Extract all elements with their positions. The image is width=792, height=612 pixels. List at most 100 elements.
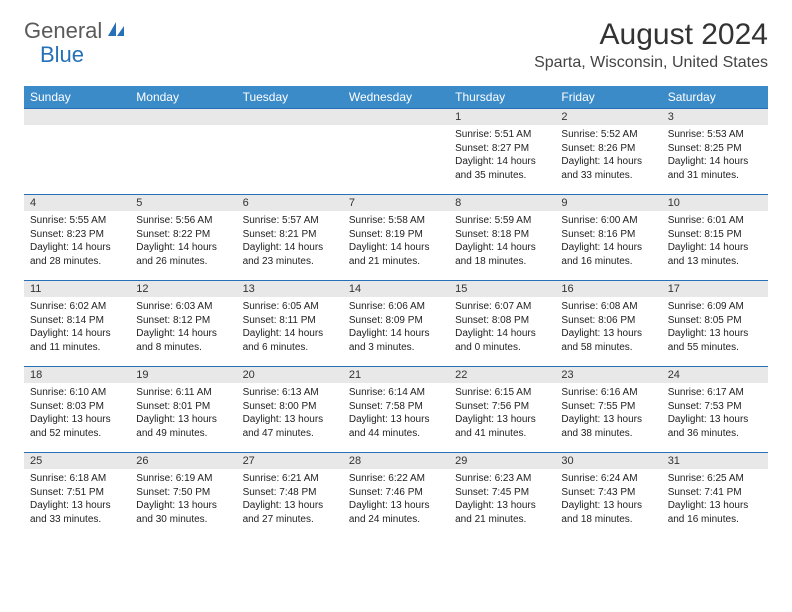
- calendar-table: Sunday Monday Tuesday Wednesday Thursday…: [24, 86, 768, 538]
- sunrise-line: Sunrise: 6:11 AM: [136, 386, 230, 400]
- day-number: 2: [555, 108, 661, 125]
- day-number: 26: [130, 452, 236, 469]
- day-cell: 31Sunrise: 6:25 AMSunset: 7:41 PMDayligh…: [662, 452, 768, 538]
- daylight-line: Daylight: 14 hours and 18 minutes.: [455, 241, 549, 268]
- day-content: Sunrise: 6:11 AMSunset: 8:01 PMDaylight:…: [130, 383, 236, 444]
- day-content: Sunrise: 6:21 AMSunset: 7:48 PMDaylight:…: [237, 469, 343, 530]
- sunset-line: Sunset: 7:53 PM: [668, 400, 762, 414]
- day-cell: 4Sunrise: 5:55 AMSunset: 8:23 PMDaylight…: [24, 194, 130, 280]
- sunset-line: Sunset: 7:48 PM: [243, 486, 337, 500]
- day-content: Sunrise: 6:15 AMSunset: 7:56 PMDaylight:…: [449, 383, 555, 444]
- daylight-line: Daylight: 13 hours and 49 minutes.: [136, 413, 230, 440]
- sunset-line: Sunset: 7:55 PM: [561, 400, 655, 414]
- day-cell: 21Sunrise: 6:14 AMSunset: 7:58 PMDayligh…: [343, 366, 449, 452]
- day-number: 11: [24, 280, 130, 297]
- title-block: August 2024 Sparta, Wisconsin, United St…: [534, 18, 768, 72]
- sunrise-line: Sunrise: 6:14 AM: [349, 386, 443, 400]
- sunset-line: Sunset: 8:25 PM: [668, 142, 762, 156]
- day-content: Sunrise: 5:52 AMSunset: 8:26 PMDaylight:…: [555, 125, 661, 186]
- day-content: Sunrise: 5:53 AMSunset: 8:25 PMDaylight:…: [662, 125, 768, 186]
- week-row: 4Sunrise: 5:55 AMSunset: 8:23 PMDaylight…: [24, 194, 768, 280]
- day-number: 3: [662, 108, 768, 125]
- day-number: 22: [449, 366, 555, 383]
- day-header: Wednesday: [343, 86, 449, 108]
- day-content: Sunrise: 6:17 AMSunset: 7:53 PMDaylight:…: [662, 383, 768, 444]
- sunrise-line: Sunrise: 6:24 AM: [561, 472, 655, 486]
- day-number: 16: [555, 280, 661, 297]
- daylight-line: Daylight: 13 hours and 27 minutes.: [243, 499, 337, 526]
- day-cell: 8Sunrise: 5:59 AMSunset: 8:18 PMDaylight…: [449, 194, 555, 280]
- day-cell: 30Sunrise: 6:24 AMSunset: 7:43 PMDayligh…: [555, 452, 661, 538]
- day-content: Sunrise: 6:16 AMSunset: 7:55 PMDaylight:…: [555, 383, 661, 444]
- sunset-line: Sunset: 8:23 PM: [30, 228, 124, 242]
- day-number: 23: [555, 366, 661, 383]
- daylight-line: Daylight: 13 hours and 18 minutes.: [561, 499, 655, 526]
- day-number: 31: [662, 452, 768, 469]
- sunset-line: Sunset: 8:12 PM: [136, 314, 230, 328]
- day-content: Sunrise: 5:56 AMSunset: 8:22 PMDaylight:…: [130, 211, 236, 272]
- day-number: 4: [24, 194, 130, 211]
- sunset-line: Sunset: 7:46 PM: [349, 486, 443, 500]
- day-cell: 5Sunrise: 5:56 AMSunset: 8:22 PMDaylight…: [130, 194, 236, 280]
- day-cell: 3Sunrise: 5:53 AMSunset: 8:25 PMDaylight…: [662, 108, 768, 194]
- week-row: 11Sunrise: 6:02 AMSunset: 8:14 PMDayligh…: [24, 280, 768, 366]
- sunset-line: Sunset: 8:21 PM: [243, 228, 337, 242]
- day-content: Sunrise: 5:58 AMSunset: 8:19 PMDaylight:…: [343, 211, 449, 272]
- daylight-line: Daylight: 14 hours and 21 minutes.: [349, 241, 443, 268]
- day-content: Sunrise: 6:01 AMSunset: 8:15 PMDaylight:…: [662, 211, 768, 272]
- sunrise-line: Sunrise: 5:51 AM: [455, 128, 549, 142]
- day-content: Sunrise: 6:25 AMSunset: 7:41 PMDaylight:…: [662, 469, 768, 530]
- day-content: Sunrise: 6:09 AMSunset: 8:05 PMDaylight:…: [662, 297, 768, 358]
- day-cell: [343, 108, 449, 194]
- day-cell: 26Sunrise: 6:19 AMSunset: 7:50 PMDayligh…: [130, 452, 236, 538]
- sunset-line: Sunset: 8:22 PM: [136, 228, 230, 242]
- day-content: Sunrise: 6:19 AMSunset: 7:50 PMDaylight:…: [130, 469, 236, 530]
- day-header: Tuesday: [237, 86, 343, 108]
- day-content: Sunrise: 6:14 AMSunset: 7:58 PMDaylight:…: [343, 383, 449, 444]
- day-content: Sunrise: 6:06 AMSunset: 8:09 PMDaylight:…: [343, 297, 449, 358]
- day-content: Sunrise: 5:55 AMSunset: 8:23 PMDaylight:…: [24, 211, 130, 272]
- daylight-line: Daylight: 13 hours and 30 minutes.: [136, 499, 230, 526]
- sunrise-line: Sunrise: 6:08 AM: [561, 300, 655, 314]
- day-content: Sunrise: 6:08 AMSunset: 8:06 PMDaylight:…: [555, 297, 661, 358]
- day-number: 15: [449, 280, 555, 297]
- day-content: Sunrise: 6:18 AMSunset: 7:51 PMDaylight:…: [24, 469, 130, 530]
- sunrise-line: Sunrise: 6:05 AM: [243, 300, 337, 314]
- daylight-line: Daylight: 13 hours and 24 minutes.: [349, 499, 443, 526]
- sunrise-line: Sunrise: 6:23 AM: [455, 472, 549, 486]
- sunset-line: Sunset: 7:58 PM: [349, 400, 443, 414]
- day-number: 8: [449, 194, 555, 211]
- day-content: Sunrise: 6:05 AMSunset: 8:11 PMDaylight:…: [237, 297, 343, 358]
- daylight-line: Daylight: 14 hours and 0 minutes.: [455, 327, 549, 354]
- day-cell: 20Sunrise: 6:13 AMSunset: 8:00 PMDayligh…: [237, 366, 343, 452]
- sunset-line: Sunset: 8:09 PM: [349, 314, 443, 328]
- day-cell: 14Sunrise: 6:06 AMSunset: 8:09 PMDayligh…: [343, 280, 449, 366]
- logo-text-blue: Blue: [40, 42, 84, 67]
- day-number: 27: [237, 452, 343, 469]
- daylight-line: Daylight: 14 hours and 26 minutes.: [136, 241, 230, 268]
- day-header: Monday: [130, 86, 236, 108]
- logo-sail-icon: [106, 20, 126, 43]
- day-number: 19: [130, 366, 236, 383]
- day-cell: [24, 108, 130, 194]
- sunrise-line: Sunrise: 6:10 AM: [30, 386, 124, 400]
- day-content: Sunrise: 5:51 AMSunset: 8:27 PMDaylight:…: [449, 125, 555, 186]
- daylight-line: Daylight: 13 hours and 16 minutes.: [668, 499, 762, 526]
- daylight-line: Daylight: 13 hours and 33 minutes.: [30, 499, 124, 526]
- logo: General Blue: [24, 18, 126, 44]
- sunset-line: Sunset: 7:45 PM: [455, 486, 549, 500]
- daylight-line: Daylight: 14 hours and 16 minutes.: [561, 241, 655, 268]
- sunset-line: Sunset: 8:26 PM: [561, 142, 655, 156]
- sunrise-line: Sunrise: 5:57 AM: [243, 214, 337, 228]
- day-content: Sunrise: 6:02 AMSunset: 8:14 PMDaylight:…: [24, 297, 130, 358]
- day-cell: 1Sunrise: 5:51 AMSunset: 8:27 PMDaylight…: [449, 108, 555, 194]
- day-cell: 29Sunrise: 6:23 AMSunset: 7:45 PMDayligh…: [449, 452, 555, 538]
- day-number: 18: [24, 366, 130, 383]
- day-cell: 25Sunrise: 6:18 AMSunset: 7:51 PMDayligh…: [24, 452, 130, 538]
- day-cell: 24Sunrise: 6:17 AMSunset: 7:53 PMDayligh…: [662, 366, 768, 452]
- day-number: 25: [24, 452, 130, 469]
- empty-day: [130, 108, 236, 125]
- day-number: 14: [343, 280, 449, 297]
- day-header: Thursday: [449, 86, 555, 108]
- sunset-line: Sunset: 8:08 PM: [455, 314, 549, 328]
